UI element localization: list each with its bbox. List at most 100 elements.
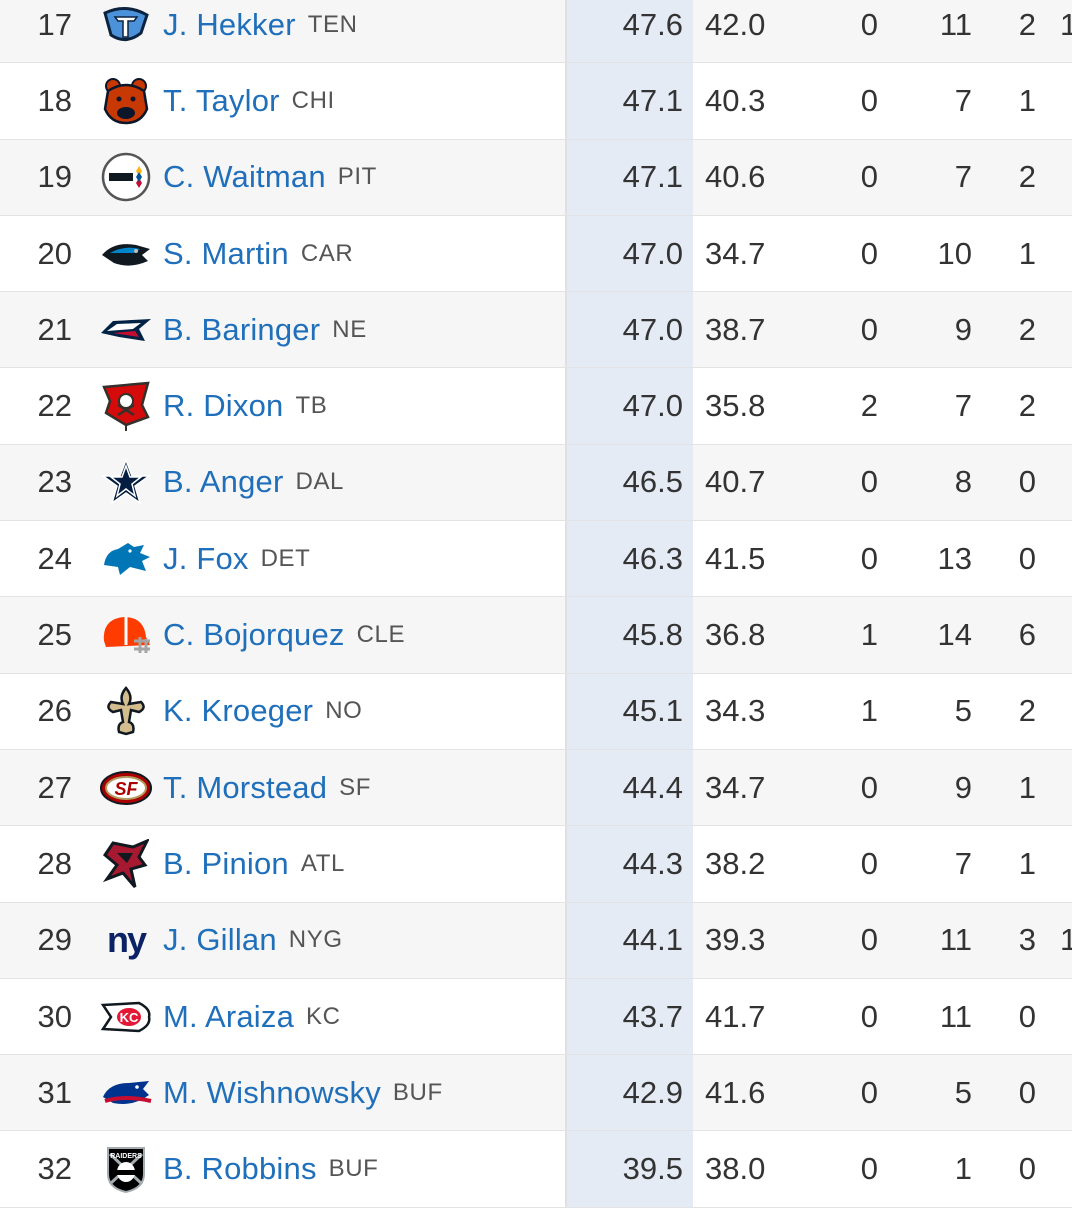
stat-cell-clipped xyxy=(1060,521,1072,596)
stat-cell: 2 xyxy=(860,388,878,424)
titans-logo-icon xyxy=(98,0,154,62)
team-abbr: TB xyxy=(295,392,328,420)
team-abbr: NO xyxy=(325,697,363,725)
stat-cell: 0 xyxy=(860,6,878,42)
player-cell: C. Waitman PIT xyxy=(163,140,563,215)
team-abbr: CAR xyxy=(300,239,354,267)
stat-cell: 0 xyxy=(1018,998,1036,1034)
column-divider xyxy=(565,597,567,673)
player-cell: T. Taylor CHI xyxy=(163,63,563,138)
player-cell: J. Hekker TEN xyxy=(163,0,563,62)
stat-cell: 1 xyxy=(1018,769,1036,805)
player-cell: M. Araiza KC xyxy=(163,979,563,1054)
player-name-link[interactable]: J. Hekker xyxy=(163,6,296,42)
stat-cell: 2 xyxy=(1018,159,1036,195)
stat-cell: 5 xyxy=(954,1074,972,1110)
rank-cell: 25 xyxy=(37,617,72,653)
rank-cell: 22 xyxy=(37,388,72,424)
table-row: 21 B. Baringer NE 47.0 38.7 0 9 2 xyxy=(0,292,1072,369)
column-divider xyxy=(565,63,567,139)
player-cell: B. Pinion ATL xyxy=(163,826,563,901)
player-name-link[interactable]: B. Robbins xyxy=(163,1151,317,1187)
player-name-link[interactable]: C. Waitman xyxy=(163,159,326,195)
column-divider xyxy=(565,673,567,749)
sorted-stat-cell: 47.1 xyxy=(567,63,693,139)
player-name-link[interactable]: B. Anger xyxy=(163,464,284,500)
player-name-link[interactable]: M. Wishnowsky xyxy=(163,1074,381,1110)
49ers-logo-icon: SF xyxy=(98,750,154,825)
stat-cell-clipped xyxy=(1060,140,1072,215)
stat-cell: 2 xyxy=(1018,388,1036,424)
column-divider xyxy=(565,139,567,215)
stat-cell-clipped xyxy=(1060,368,1072,443)
team-abbr: ATL xyxy=(300,849,345,877)
player-name-link[interactable]: T. Taylor xyxy=(163,82,280,118)
team-abbr: DET xyxy=(260,544,311,572)
stat-cell-clipped xyxy=(1060,750,1072,825)
player-name-link[interactable]: C. Bojorquez xyxy=(163,617,345,653)
stat-cell-clipped xyxy=(1060,1055,1072,1130)
stat-cell: 11 xyxy=(939,6,972,42)
table-row: 28 B. Pinion ATL 44.3 38.2 0 7 1 xyxy=(0,826,1072,903)
sorted-stat-cell: 43.7 xyxy=(567,978,693,1055)
player-name-link[interactable]: T. Morstead xyxy=(163,769,328,805)
stat-cell: 5 xyxy=(954,693,972,729)
stat-cell-clipped xyxy=(1060,216,1072,291)
stat-cell: 8 xyxy=(954,464,972,500)
player-name-link[interactable]: J. Fox xyxy=(163,540,249,576)
stat-cell: 0 xyxy=(1018,1151,1036,1187)
player-cell: B. Robbins BUF xyxy=(163,1131,563,1206)
stat-cell: 11 xyxy=(939,998,972,1034)
stat-cell: 40.6 xyxy=(705,159,766,195)
team-abbr: TEN xyxy=(307,10,358,38)
table-row: 29 ny J. Gillan NYG 44.1 39.3 0 11 3 1 xyxy=(0,902,1072,979)
stat-cell-clipped xyxy=(1060,826,1072,901)
stat-cell: 34.3 xyxy=(705,693,766,729)
rank-cell: 20 xyxy=(37,235,72,271)
sorted-stat-cell: 45.8 xyxy=(567,597,693,673)
player-name-link[interactable]: R. Dixon xyxy=(163,388,284,424)
table-row: 26 K. Kroeger NO 45.1 34.3 1 5 2 xyxy=(0,673,1072,750)
stat-cell-clipped xyxy=(1060,1131,1072,1206)
team-abbr: KC xyxy=(306,1002,341,1030)
rank-cell: 23 xyxy=(37,464,72,500)
rank-cell: 18 xyxy=(37,82,72,118)
stat-cell-clipped xyxy=(1060,674,1072,749)
player-name-link[interactable]: J. Gillan xyxy=(163,922,277,958)
sorted-stat-cell: 42.9 xyxy=(567,1055,693,1131)
table-row: 17 J. Hekker TEN 47.6 42.0 0 11 2 1 xyxy=(0,0,1072,64)
stat-cell: 38.2 xyxy=(705,845,766,881)
player-name-link[interactable]: K. Kroeger xyxy=(163,693,314,729)
saints-logo-icon xyxy=(98,674,154,749)
stat-cell: 10 xyxy=(937,235,972,271)
stat-cell: 1 xyxy=(1018,845,1036,881)
stat-cell: 1 xyxy=(1018,82,1036,118)
team-abbr: NYG xyxy=(288,926,343,954)
player-name-link[interactable]: B. Baringer xyxy=(163,311,321,347)
player-name-link[interactable]: B. Pinion xyxy=(163,845,289,881)
stat-cell: 34.7 xyxy=(705,235,766,271)
raiders-logo-icon: RAIDERS xyxy=(98,1131,154,1206)
stat-cell: 0 xyxy=(860,769,878,805)
stat-cell: 0 xyxy=(860,82,878,118)
panthers-logo-icon xyxy=(98,216,154,291)
stat-cell: 0 xyxy=(860,845,878,881)
column-divider xyxy=(565,749,567,826)
player-cell: T. Morstead SF xyxy=(163,750,563,825)
stat-cell: 0 xyxy=(860,159,878,195)
rank-cell: 24 xyxy=(37,540,72,576)
svg-text:SF: SF xyxy=(114,779,138,799)
table-row: 20 S. Martin CAR 47.0 34.7 0 10 1 xyxy=(0,215,1072,293)
stat-cell: 7 xyxy=(954,845,972,881)
stat-cell: 0 xyxy=(860,922,878,958)
player-name-link[interactable]: S. Martin xyxy=(163,235,289,271)
patriots-logo-icon xyxy=(98,292,154,367)
lions-logo-icon xyxy=(98,521,154,596)
player-name-link[interactable]: M. Araiza xyxy=(163,998,295,1034)
stat-cell: 0 xyxy=(860,1074,878,1110)
stat-cell: 38.0 xyxy=(705,1151,766,1187)
column-divider xyxy=(565,368,567,444)
browns-logo-icon xyxy=(98,597,154,672)
column-divider xyxy=(565,0,567,63)
stat-cell: 2 xyxy=(1018,6,1036,42)
